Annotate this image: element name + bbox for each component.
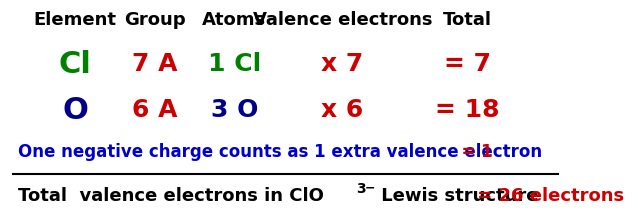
Text: Cl: Cl <box>59 50 92 79</box>
Text: x 6: x 6 <box>321 98 364 122</box>
Text: −: − <box>365 181 376 194</box>
Text: Group: Group <box>124 11 186 29</box>
Text: Total  valence electrons in ClO: Total valence electrons in ClO <box>19 187 324 205</box>
Text: = 1: = 1 <box>450 143 493 161</box>
Text: 6 A: 6 A <box>132 98 177 122</box>
Text: x 7: x 7 <box>321 52 364 76</box>
Text: Total: Total <box>443 11 492 29</box>
Text: Lewis structure: Lewis structure <box>375 187 538 205</box>
Text: O: O <box>63 96 88 125</box>
Text: Element: Element <box>34 11 117 29</box>
Text: = 7: = 7 <box>444 52 491 76</box>
Text: Valence electrons: Valence electrons <box>253 11 432 29</box>
Text: 1 Cl: 1 Cl <box>208 52 261 76</box>
Text: 7 A: 7 A <box>132 52 177 76</box>
Text: Atoms: Atoms <box>202 11 267 29</box>
Text: 3 O: 3 O <box>211 98 258 122</box>
Text: 3: 3 <box>357 182 366 196</box>
Text: = 26 electrons: = 26 electrons <box>471 187 624 205</box>
Text: One negative charge counts as 1 extra valence electron: One negative charge counts as 1 extra va… <box>19 143 542 161</box>
Text: = 18: = 18 <box>435 98 500 122</box>
